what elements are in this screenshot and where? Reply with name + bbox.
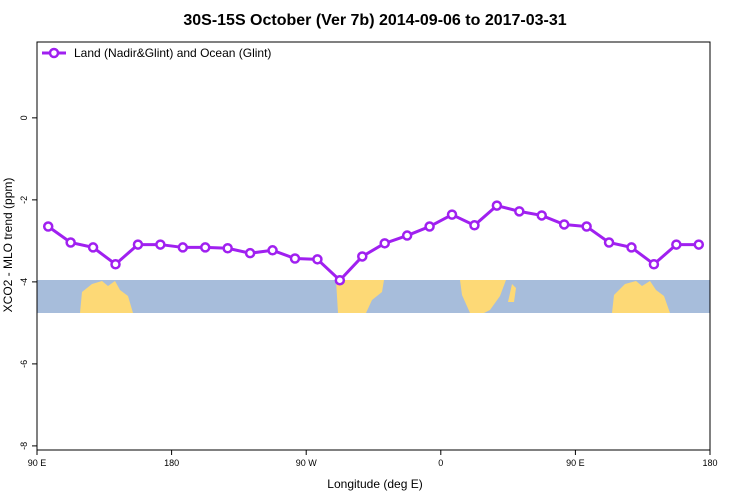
data-point [401,230,413,241]
y-axis-label: XCO2 - MLO trend (ppm) [1,178,15,313]
x-tick-label: 90 E [566,458,585,468]
series-line [47,203,699,283]
data-point [267,245,278,256]
data-point [222,243,233,254]
data-point [334,274,346,286]
data-point [289,253,301,264]
data-point [177,242,189,253]
y-tick-label: -4 [19,278,29,286]
data-point [469,220,480,231]
data-point [446,209,458,220]
data-point [110,258,121,270]
data-point [626,242,637,253]
chart-title: 30S-15S October (Ver 7b) 2014-09-06 to 2… [183,12,566,29]
data-point [379,238,390,249]
data-point [200,242,211,253]
plot-frame [36,41,711,451]
legend-label: Land (Nadir&Glint) and Ocean (Glint) [74,46,271,60]
data-point [424,221,435,232]
data-point [671,239,682,250]
data-point [42,221,54,232]
x-tick-label: 180 [164,458,179,468]
map-strip [37,280,710,313]
data-point [603,237,615,248]
legend-marker [48,47,60,59]
data-point [693,239,705,250]
y-tick-label: 0 [19,115,29,120]
data-point [132,239,144,250]
data-point [357,251,368,262]
data-point [312,254,323,265]
x-tick-label: 90 E [28,458,47,468]
data-point [514,206,525,217]
data-point [581,221,592,232]
data-point [244,247,256,259]
x-tick-label: 90 W [296,458,318,468]
data-point [65,237,76,248]
data-point [536,210,547,221]
x-tick-label: 180 [702,458,717,468]
x-axis-label: Longitude (deg E) [327,477,422,491]
data-point [87,242,99,253]
data-point [648,258,660,270]
data-point [558,219,570,230]
y-tick-label: -8 [19,442,29,450]
x-tick-label: 0 [438,458,443,468]
data-point [491,200,503,211]
data-point [155,239,166,250]
y-tick-label: -6 [19,360,29,368]
y-tick-label: -2 [19,196,29,204]
